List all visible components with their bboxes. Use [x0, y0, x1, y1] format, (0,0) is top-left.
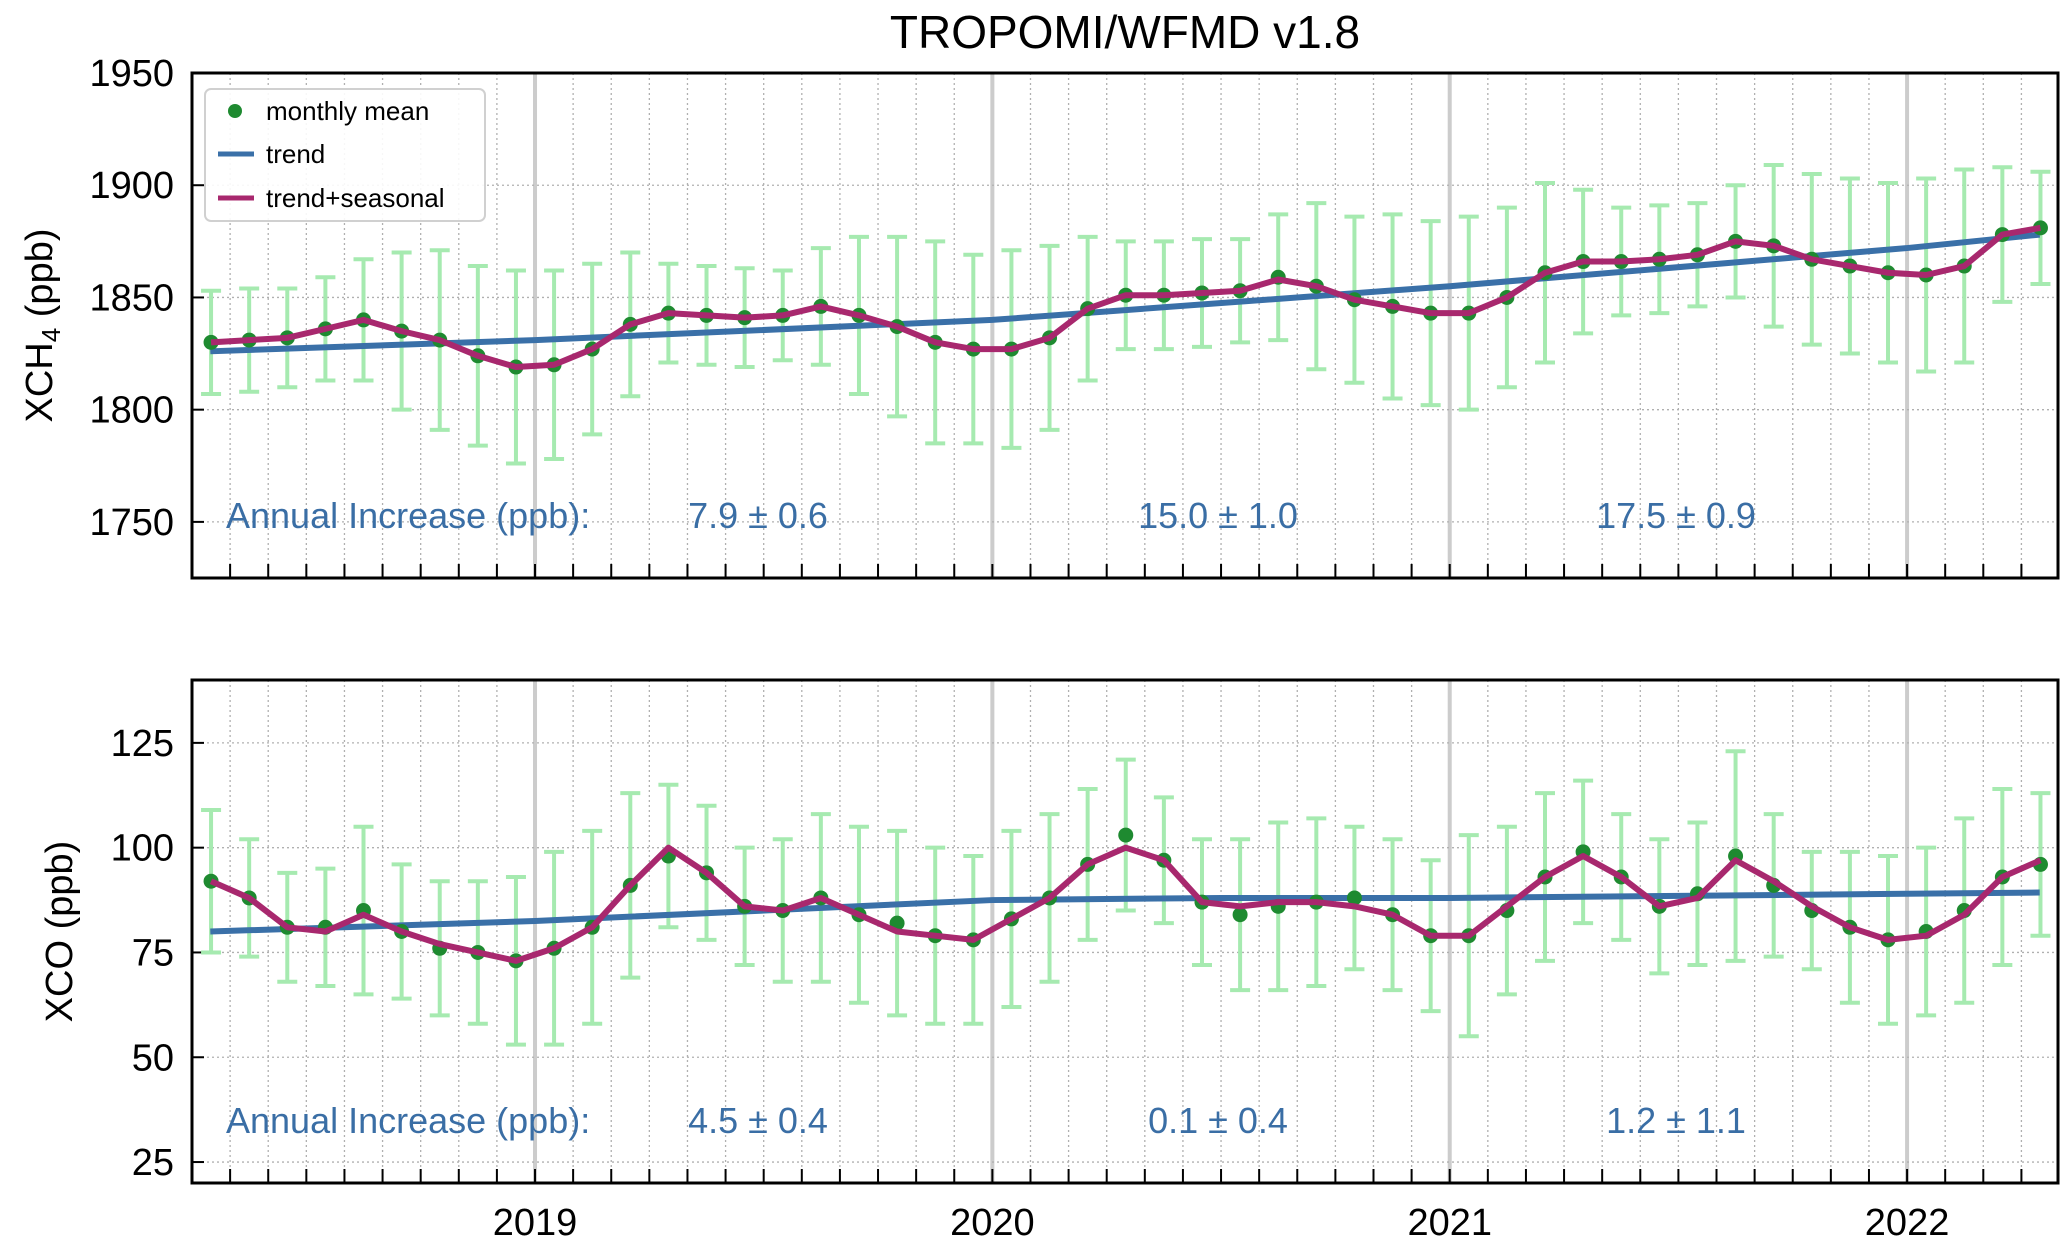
y-tick-label: 75 — [132, 932, 174, 974]
legend-label-monthly-mean: monthly mean — [266, 96, 429, 126]
y-axis-label: XCH4 (ppb) — [19, 229, 66, 423]
x-tick-label: 2022 — [1865, 1202, 1950, 1237]
legend-label-trend: trend — [266, 139, 325, 169]
axes-frame — [190, 71, 2060, 580]
axes-frame — [190, 678, 2060, 1185]
monthly-mean-point — [1232, 907, 1248, 923]
annual-increase-value: 1.2 ± 1.1 — [1606, 1100, 1746, 1141]
y-tick-label: 1950 — [89, 53, 174, 95]
legend-label-trend-seasonal: trend+seasonal — [266, 183, 445, 213]
monthly-mean-point — [1346, 890, 1362, 906]
annual-increase-value: 15.0 ± 1.0 — [1138, 495, 1298, 536]
chart-title: TROPOMI/WFMD v1.8 — [890, 6, 1360, 58]
monthly-mean-point — [1118, 827, 1134, 843]
y-tick-label: 25 — [132, 1142, 174, 1184]
trend-seasonal-line — [210, 224, 2041, 371]
trend-seasonal-line — [209, 844, 2042, 964]
x-tick-label: 2021 — [1407, 1202, 1492, 1237]
legend-marker-monthly-mean — [228, 104, 242, 118]
y-axis-label: XCO (ppb) — [39, 841, 81, 1023]
annual-increase-value: 7.9 ± 0.6 — [688, 495, 828, 536]
annual-increase-value: 0.1 ± 0.4 — [1148, 1100, 1288, 1141]
annual-increase-value: 4.5 ± 0.4 — [688, 1100, 828, 1141]
legend: monthly mean trend trend+seasonal — [204, 88, 486, 222]
y-tick-label: 100 — [111, 828, 174, 870]
y-tick-label: 1750 — [89, 502, 174, 544]
xco-panel: 25 50 75 100 125 2019 2020 2021 2022 XCO (ppb) Ann… — [39, 678, 2060, 1237]
xch4-panel: 1750 1800 1850 1900 1950 XCH4 (ppb) Annual Inc… — [19, 53, 2060, 580]
y-tick-label: 1800 — [89, 390, 174, 432]
y-tick-label: 1900 — [89, 165, 174, 207]
annual-increase-label: Annual Increase (ppb): — [226, 1100, 590, 1141]
y-tick-label: 50 — [132, 1037, 174, 1079]
x-tick-label: 2019 — [493, 1202, 578, 1237]
y-tick-label: 1850 — [89, 277, 174, 319]
trend-line — [210, 889, 2040, 935]
trend-line — [210, 231, 2041, 355]
legend-box — [204, 88, 486, 222]
y-tick-label: 125 — [111, 723, 174, 765]
annual-increase-label: Annual Increase (ppb): — [226, 495, 590, 536]
x-tick-label: 2020 — [950, 1202, 1035, 1237]
annual-increase-value: 17.5 ± 0.9 — [1596, 495, 1756, 536]
